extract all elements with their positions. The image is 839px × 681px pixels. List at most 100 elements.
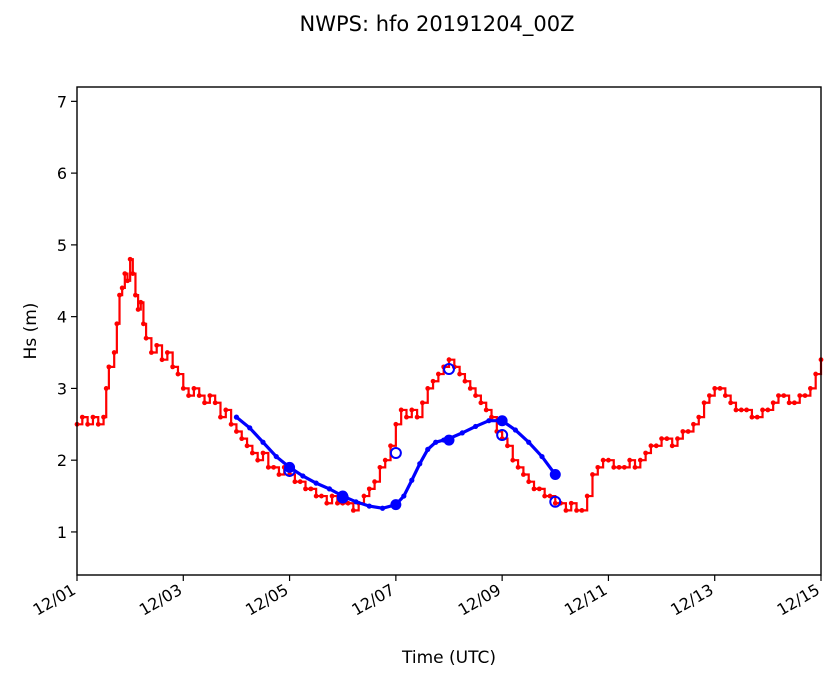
series-point-1 xyxy=(401,493,407,499)
series-point-1 xyxy=(326,486,333,492)
series-point-0 xyxy=(95,421,101,427)
series-point-0 xyxy=(255,457,261,463)
series-point-0 xyxy=(127,256,133,262)
x-axis: 12/01 12/03 12/05 12/07 12/09 12/11 12/13 12/15 xyxy=(30,575,823,620)
series-point-0 xyxy=(414,414,420,420)
series-point-0 xyxy=(149,350,154,355)
series-point-0 xyxy=(164,350,170,355)
series-point-0 xyxy=(133,292,138,298)
series-point-0 xyxy=(398,407,404,413)
series-point-0 xyxy=(170,364,176,370)
series-point-1 xyxy=(273,453,279,460)
series-point-0 xyxy=(813,371,819,377)
y-axis: 1 2 3 4 5 6 7 xyxy=(57,92,77,542)
series-point-1 xyxy=(526,439,532,445)
series-point-0 xyxy=(510,457,516,463)
filled-circle-marker xyxy=(390,499,402,511)
series-point-0 xyxy=(579,508,585,513)
series-point-0 xyxy=(276,472,282,477)
series-point-0 xyxy=(244,443,250,449)
series-point-0 xyxy=(531,486,537,492)
x-tick-label: 12/05 xyxy=(242,580,291,620)
series-point-0 xyxy=(260,450,266,456)
series-point-0 xyxy=(122,271,128,276)
series-point-0 xyxy=(292,479,298,485)
series-point-0 xyxy=(691,421,696,427)
series-point-0 xyxy=(228,421,234,427)
series-point-0 xyxy=(738,407,744,413)
series-point-0 xyxy=(329,493,335,499)
series-point-1 xyxy=(433,439,439,445)
series-point-0 xyxy=(616,464,622,470)
series-point-0 xyxy=(685,429,691,434)
series-point-0 xyxy=(802,393,808,398)
filled-circle-marker xyxy=(549,469,561,481)
series-point-0 xyxy=(350,508,356,513)
series-point-0 xyxy=(765,407,771,413)
series-point-0 xyxy=(435,371,441,377)
y-tick-label: 2 xyxy=(57,451,67,470)
series-point-0 xyxy=(568,500,574,506)
series-point-1 xyxy=(379,505,386,511)
y-tick-label: 3 xyxy=(57,379,67,398)
series-point-0 xyxy=(606,457,611,463)
series-point-0 xyxy=(141,321,146,327)
series-point-1 xyxy=(247,425,253,431)
series-point-0 xyxy=(207,393,213,398)
series-point-0 xyxy=(119,285,125,291)
series-point-1 xyxy=(425,446,431,453)
series-point-0 xyxy=(744,407,749,413)
series-point-0 xyxy=(138,299,144,305)
series-point-0 xyxy=(574,508,579,513)
series-point-0 xyxy=(308,486,314,492)
series-point-1 xyxy=(417,461,423,467)
series-point-1 xyxy=(539,453,545,460)
x-tick-label: 12/03 xyxy=(136,580,185,620)
series-point-1 xyxy=(300,473,306,479)
series-point-0 xyxy=(388,443,393,449)
open-circle-marker xyxy=(549,495,562,508)
series-point-0 xyxy=(669,443,675,449)
series-point-0 xyxy=(135,307,141,312)
series-point-0 xyxy=(770,400,776,406)
filled-circle-marker xyxy=(496,415,508,427)
y-axis-label: Hs (m) xyxy=(21,303,41,360)
x-axis-label: Time (UTC) xyxy=(401,648,496,668)
series-point-0 xyxy=(130,271,136,276)
y-tick-label: 4 xyxy=(57,308,67,327)
series-point-0 xyxy=(101,414,106,420)
series-point-0 xyxy=(632,464,638,470)
series-point-0 xyxy=(776,393,781,398)
series-point-0 xyxy=(457,371,463,377)
series-point-0 xyxy=(728,400,734,406)
series-point-1 xyxy=(459,430,465,436)
series-point-0 xyxy=(542,493,548,499)
filled-circle-marker xyxy=(284,461,296,473)
filled-circle-marker xyxy=(443,434,455,446)
series-point-0 xyxy=(483,407,489,413)
series-point-0 xyxy=(446,357,452,363)
series-point-0 xyxy=(303,486,308,492)
series-point-0 xyxy=(707,393,712,398)
series-point-0 xyxy=(536,486,542,492)
series-point-0 xyxy=(372,479,377,485)
series-point-0 xyxy=(212,400,218,406)
series-point-0 xyxy=(111,350,117,355)
filled-circle-marker xyxy=(337,490,349,502)
y-tick-label: 6 xyxy=(57,164,67,183)
series-line-0 xyxy=(77,258,823,512)
series-point-1 xyxy=(512,427,519,433)
x-tick-label: 12/11 xyxy=(561,580,610,620)
series-point-1 xyxy=(233,414,240,420)
series-point-0 xyxy=(79,414,85,420)
series-point-0 xyxy=(430,378,436,384)
series-point-0 xyxy=(521,472,526,477)
plot-frame xyxy=(76,86,822,576)
series-point-0 xyxy=(393,421,399,427)
series-point-0 xyxy=(114,321,120,327)
series-point-0 xyxy=(717,386,723,391)
series-point-0 xyxy=(722,393,728,398)
series-point-0 xyxy=(313,493,319,499)
series-point-0 xyxy=(611,464,617,470)
series-point-0 xyxy=(515,464,521,470)
